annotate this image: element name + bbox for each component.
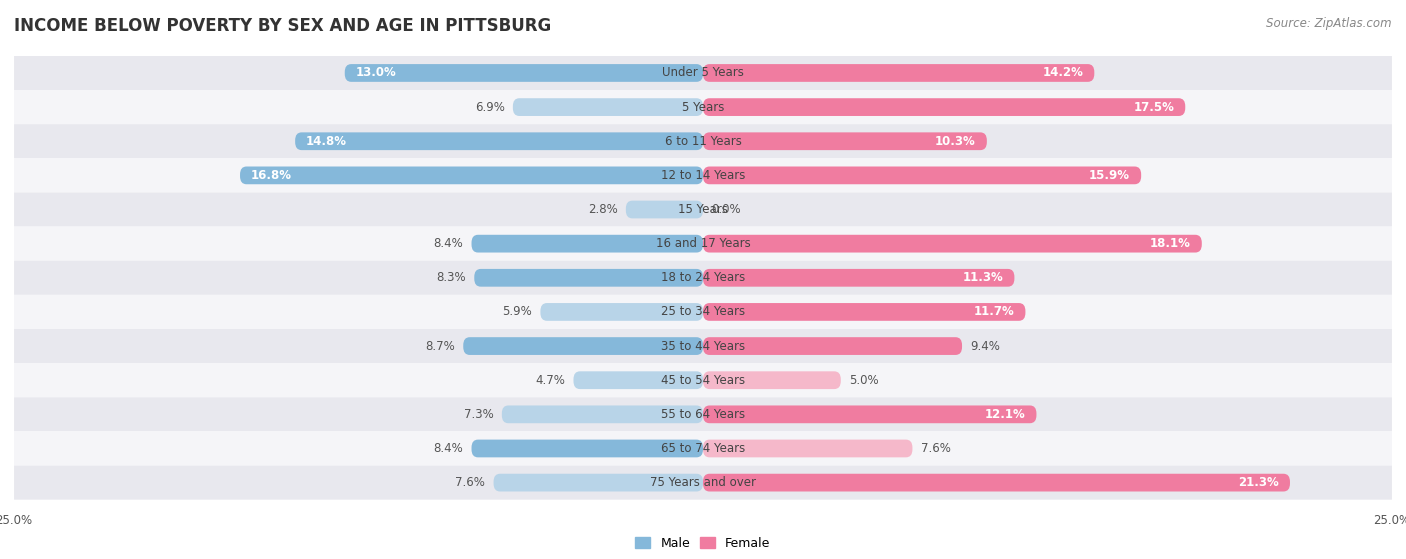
Text: 7.6%: 7.6%	[456, 476, 485, 489]
FancyBboxPatch shape	[471, 235, 703, 253]
Text: 65 to 74 Years: 65 to 74 Years	[661, 442, 745, 455]
FancyBboxPatch shape	[14, 90, 1392, 124]
Text: 5 Years: 5 Years	[682, 101, 724, 113]
Legend: Male, Female: Male, Female	[630, 532, 776, 555]
Text: 8.7%: 8.7%	[425, 339, 456, 353]
Text: 15 Years: 15 Years	[678, 203, 728, 216]
Text: 45 to 54 Years: 45 to 54 Years	[661, 374, 745, 387]
FancyBboxPatch shape	[14, 397, 1392, 432]
Text: Source: ZipAtlas.com: Source: ZipAtlas.com	[1267, 17, 1392, 30]
Text: 12 to 14 Years: 12 to 14 Years	[661, 169, 745, 182]
FancyBboxPatch shape	[14, 363, 1392, 397]
Text: 9.4%: 9.4%	[970, 339, 1000, 353]
Text: 18 to 24 Years: 18 to 24 Years	[661, 271, 745, 285]
Text: 75 Years and over: 75 Years and over	[650, 476, 756, 489]
FancyBboxPatch shape	[471, 439, 703, 457]
Text: 8.3%: 8.3%	[436, 271, 465, 285]
FancyBboxPatch shape	[513, 98, 703, 116]
Text: 6 to 11 Years: 6 to 11 Years	[665, 135, 741, 148]
Text: 14.2%: 14.2%	[1042, 67, 1083, 79]
FancyBboxPatch shape	[703, 132, 987, 150]
FancyBboxPatch shape	[240, 167, 703, 184]
FancyBboxPatch shape	[703, 167, 1142, 184]
Text: Under 5 Years: Under 5 Years	[662, 67, 744, 79]
Text: 13.0%: 13.0%	[356, 67, 396, 79]
FancyBboxPatch shape	[14, 124, 1392, 158]
FancyBboxPatch shape	[703, 371, 841, 389]
Text: 7.3%: 7.3%	[464, 408, 494, 421]
FancyBboxPatch shape	[703, 473, 1289, 491]
Text: 21.3%: 21.3%	[1239, 476, 1279, 489]
FancyBboxPatch shape	[14, 329, 1392, 363]
FancyBboxPatch shape	[14, 432, 1392, 466]
FancyBboxPatch shape	[14, 260, 1392, 295]
Text: 11.7%: 11.7%	[973, 305, 1014, 319]
FancyBboxPatch shape	[502, 405, 703, 423]
Text: 8.4%: 8.4%	[433, 237, 463, 250]
FancyBboxPatch shape	[540, 303, 703, 321]
Text: 25 to 34 Years: 25 to 34 Years	[661, 305, 745, 319]
Text: 4.7%: 4.7%	[536, 374, 565, 387]
Text: 35 to 44 Years: 35 to 44 Years	[661, 339, 745, 353]
Text: 7.6%: 7.6%	[921, 442, 950, 455]
FancyBboxPatch shape	[703, 64, 1094, 82]
FancyBboxPatch shape	[295, 132, 703, 150]
FancyBboxPatch shape	[703, 235, 1202, 253]
FancyBboxPatch shape	[626, 201, 703, 219]
Text: 17.5%: 17.5%	[1133, 101, 1174, 113]
Text: 6.9%: 6.9%	[475, 101, 505, 113]
Text: 16.8%: 16.8%	[252, 169, 292, 182]
FancyBboxPatch shape	[14, 192, 1392, 226]
FancyBboxPatch shape	[14, 466, 1392, 500]
Text: 18.1%: 18.1%	[1150, 237, 1191, 250]
FancyBboxPatch shape	[14, 226, 1392, 260]
Text: 16 and 17 Years: 16 and 17 Years	[655, 237, 751, 250]
Text: 14.8%: 14.8%	[307, 135, 347, 148]
FancyBboxPatch shape	[703, 303, 1025, 321]
Text: 2.8%: 2.8%	[588, 203, 617, 216]
Text: 55 to 64 Years: 55 to 64 Years	[661, 408, 745, 421]
FancyBboxPatch shape	[703, 98, 1185, 116]
Text: 15.9%: 15.9%	[1090, 169, 1130, 182]
Text: INCOME BELOW POVERTY BY SEX AND AGE IN PITTSBURG: INCOME BELOW POVERTY BY SEX AND AGE IN P…	[14, 17, 551, 35]
Text: 5.0%: 5.0%	[849, 374, 879, 387]
Text: 8.4%: 8.4%	[433, 442, 463, 455]
Text: 0.0%: 0.0%	[711, 203, 741, 216]
FancyBboxPatch shape	[703, 269, 1014, 287]
FancyBboxPatch shape	[703, 337, 962, 355]
Text: 5.9%: 5.9%	[502, 305, 531, 319]
FancyBboxPatch shape	[344, 64, 703, 82]
FancyBboxPatch shape	[14, 158, 1392, 192]
FancyBboxPatch shape	[463, 337, 703, 355]
FancyBboxPatch shape	[703, 439, 912, 457]
FancyBboxPatch shape	[703, 405, 1036, 423]
FancyBboxPatch shape	[14, 295, 1392, 329]
Text: 11.3%: 11.3%	[963, 271, 1004, 285]
FancyBboxPatch shape	[14, 56, 1392, 90]
Text: 12.1%: 12.1%	[984, 408, 1025, 421]
FancyBboxPatch shape	[574, 371, 703, 389]
Text: 10.3%: 10.3%	[935, 135, 976, 148]
FancyBboxPatch shape	[494, 473, 703, 491]
FancyBboxPatch shape	[474, 269, 703, 287]
